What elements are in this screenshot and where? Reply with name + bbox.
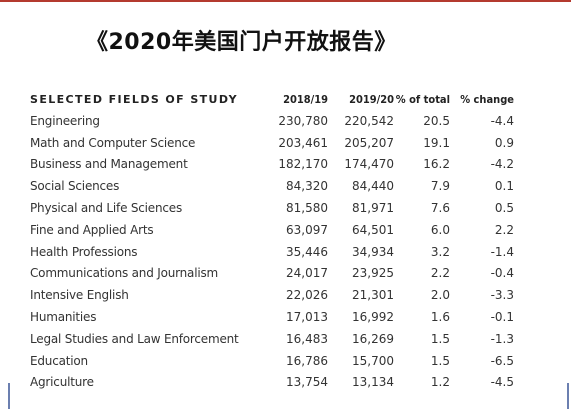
- cell-field: Legal Studies and Law Enforcement: [30, 331, 239, 346]
- cell-2018-19: 16,786: [286, 353, 328, 368]
- cell-pct-total: 16.2: [423, 157, 450, 172]
- cell-2018-19: 63,097: [286, 222, 328, 237]
- cell-pct-change: 2.2: [494, 222, 514, 237]
- cell-pct-change: -1.4: [490, 244, 514, 259]
- header-pct-total: % of total: [395, 92, 450, 106]
- cell-pct-change: -4.2: [490, 157, 514, 172]
- cell-pct-total: 2.0: [430, 288, 450, 303]
- cell-2019-20: 16,992: [352, 310, 394, 325]
- cell-pct-total: 19.1: [423, 135, 450, 150]
- cell-2019-20: 84,440: [352, 179, 394, 194]
- cell-pct-total: 7.9: [430, 179, 450, 194]
- table-row: Social Sciences 84,320 84,440 7.9 0.1: [30, 175, 516, 197]
- cell-2019-20: 205,207: [344, 135, 394, 150]
- cell-2018-19: 230,780: [278, 113, 328, 128]
- table-row: Agriculture 13,754 13,134 1.2 -4.5: [30, 372, 516, 394]
- cell-pct-total: 20.5: [423, 113, 450, 128]
- cell-pct-change: 0.9: [494, 135, 514, 150]
- cell-2019-20: 174,470: [344, 157, 394, 172]
- cell-2018-19: 17,013: [286, 310, 328, 325]
- cell-pct-change: -4.4: [490, 113, 514, 128]
- cell-field: Health Professions: [30, 244, 138, 259]
- table-row: Business and Management 182,170 174,470 16.…: [30, 154, 516, 176]
- cell-2019-20: 34,934: [352, 244, 394, 259]
- cell-field: Math and Computer Science: [30, 135, 196, 150]
- cell-field: Business and Management: [30, 157, 188, 172]
- cell-field: Education: [30, 353, 88, 368]
- cell-2019-20: 21,301: [352, 288, 394, 303]
- table-body: Engineering 230,780 220,542 20.5 -4.4 Math an…: [30, 110, 516, 393]
- cell-pct-total: 7.6: [430, 201, 450, 216]
- cell-field: Humanities: [30, 310, 97, 325]
- fields-of-study-table: SELECTED FIELDS OF STUDY 2018/19 2019/20…: [30, 88, 516, 393]
- right-edge-mark: [567, 383, 569, 409]
- table-row: Math and Computer Science 203,461 205,207 1…: [30, 132, 516, 154]
- cell-2018-19: 35,446: [286, 244, 328, 259]
- cell-2018-19: 81,580: [286, 201, 328, 216]
- cell-2019-20: 23,925: [352, 266, 394, 281]
- cell-pct-total: 1.2: [430, 375, 450, 390]
- cell-pct-change: 0.1: [494, 179, 514, 194]
- cell-pct-total: 1.5: [430, 331, 450, 346]
- cell-pct-change: -6.5: [490, 353, 514, 368]
- table-row: Communications and Journalism 24,017 23,92…: [30, 263, 516, 285]
- cell-2018-19: 182,170: [278, 157, 328, 172]
- cell-pct-change: 0.5: [494, 201, 514, 216]
- cell-2018-19: 203,461: [278, 135, 328, 150]
- cell-2019-20: 15,700: [352, 353, 394, 368]
- table-row: Physical and Life Sciences 81,580 81,971 7.…: [30, 197, 516, 219]
- cell-field: Social Sciences: [30, 179, 120, 194]
- cell-2018-19: 22,026: [286, 288, 328, 303]
- cell-2018-19: 84,320: [286, 179, 328, 194]
- table-row: Humanities 17,013 16,992 1.6 -0.1: [30, 306, 516, 328]
- cell-2018-19: 24,017: [286, 266, 328, 281]
- top-accent-rule: [0, 0, 571, 2]
- header-pct-change: % change: [460, 92, 514, 106]
- cell-pct-total: 1.5: [430, 353, 450, 368]
- cell-field: Physical and Life Sciences: [30, 201, 183, 216]
- cell-2018-19: 13,754: [286, 375, 328, 390]
- cell-2019-20: 64,501: [352, 222, 394, 237]
- cell-pct-change: -3.3: [490, 288, 514, 303]
- header-field: SELECTED FIELDS OF STUDY: [30, 92, 238, 106]
- cell-2019-20: 13,134: [352, 375, 394, 390]
- cell-pct-change: -4.5: [490, 375, 514, 390]
- table-row: Legal Studies and Law Enforcement 16,483 1…: [30, 328, 516, 350]
- cell-2019-20: 16,269: [352, 331, 394, 346]
- slide-title: 《2020年美国门户开放报告》: [86, 30, 397, 55]
- cell-2019-20: 220,542: [344, 113, 394, 128]
- cell-field: Fine and Applied Arts: [30, 222, 154, 237]
- table-row: Intensive English 22,026 21,301 2.0 -3.3: [30, 284, 516, 306]
- cell-pct-total: 1.6: [430, 310, 450, 325]
- table-row: Health Professions 35,446 34,934 3.2 -1.4: [30, 241, 516, 263]
- left-edge-mark: [8, 383, 10, 409]
- table-row: Fine and Applied Arts 63,097 64,501 6.0 2.2: [30, 219, 516, 241]
- cell-pct-change: -0.1: [490, 310, 514, 325]
- table-header-row: SELECTED FIELDS OF STUDY 2018/19 2019/20…: [30, 88, 516, 110]
- cell-2018-19: 16,483: [286, 331, 328, 346]
- cell-field: Engineering: [30, 113, 100, 128]
- cell-pct-change: -0.4: [490, 266, 514, 281]
- table-row: Education 16,786 15,700 1.5 -6.5: [30, 350, 516, 372]
- cell-pct-total: 6.0: [430, 222, 450, 237]
- cell-pct-change: -1.3: [490, 331, 514, 346]
- table-row: Engineering 230,780 220,542 20.5 -4.4: [30, 110, 516, 132]
- cell-pct-total: 3.2: [430, 244, 450, 259]
- cell-field: Agriculture: [30, 375, 94, 390]
- cell-pct-total: 2.2: [430, 266, 450, 281]
- cell-field: Intensive English: [30, 288, 129, 303]
- cell-field: Communications and Journalism: [30, 266, 219, 281]
- header-2018-19: 2018/19: [283, 92, 328, 106]
- cell-2019-20: 81,971: [352, 201, 394, 216]
- header-2019-20: 2019/20: [349, 92, 394, 106]
